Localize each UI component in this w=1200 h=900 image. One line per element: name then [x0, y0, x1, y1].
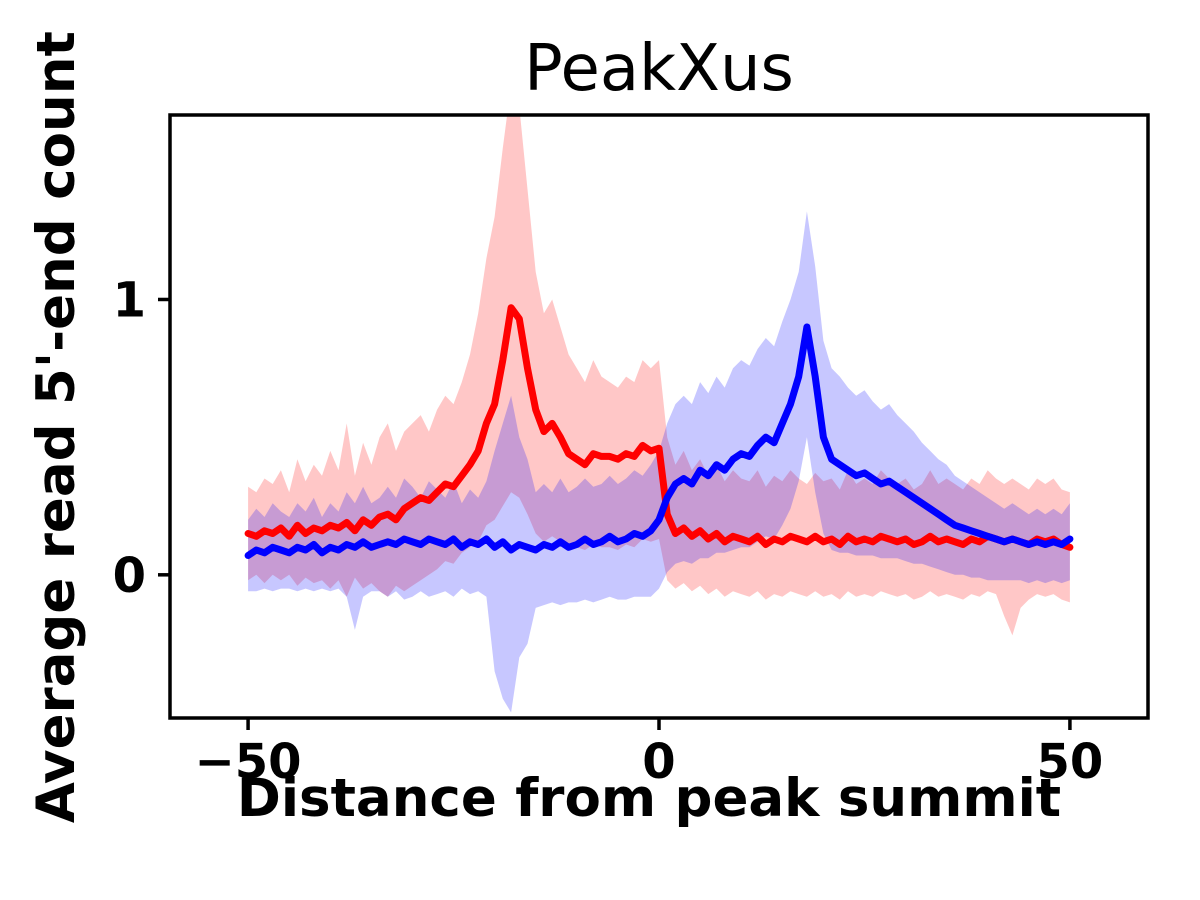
series-layer [244, 115, 1074, 713]
y-tick-label: 1 [113, 272, 146, 328]
x-tick-label: −50 [195, 734, 302, 790]
series-blue-line [244, 323, 1074, 559]
x-axis-label: Distance from peak summit [236, 768, 1062, 829]
series-red-band [248, 115, 1070, 636]
series-red-line [244, 304, 1074, 551]
y-tick-label: 0 [113, 548, 146, 604]
x-tick-label: 0 [642, 734, 675, 790]
chart-title: PeakXus [524, 32, 794, 106]
x-tick-label: 50 [1037, 734, 1104, 790]
